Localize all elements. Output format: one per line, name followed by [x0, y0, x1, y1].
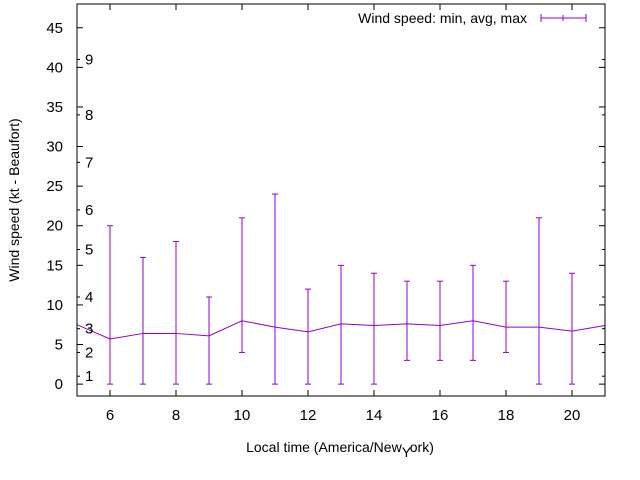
y-tick-label: 20: [46, 218, 63, 235]
beaufort-label: 8: [85, 107, 93, 124]
x-tick-label: 6: [106, 407, 114, 424]
x-tick-label: 18: [498, 407, 515, 424]
x-axis-title-part-3: ork): [410, 439, 434, 455]
beaufort-label: 2: [85, 344, 93, 361]
x-tick-label: 14: [366, 407, 383, 424]
beaufort-label: 6: [85, 202, 93, 219]
legend: Wind speed: min, avg, max: [358, 10, 587, 26]
x-tick-label: 10: [234, 407, 251, 424]
beaufort-label: 9: [85, 51, 93, 68]
y-tick-label: 5: [55, 337, 63, 354]
x-axis-title-part-1: Local time (America/New: [246, 439, 402, 455]
y-tick-label: 25: [46, 178, 63, 195]
y-tick-label: 15: [46, 257, 63, 274]
y-axis-title: Wind speed (kt - Beaufort): [6, 118, 22, 281]
beaufort-label: 1: [85, 368, 93, 385]
plot-frame: [76, 3, 606, 397]
series-layer: [76, 193, 606, 385]
beaufort-label: 7: [85, 154, 93, 171]
y-tick-label: 0: [55, 376, 63, 393]
x-tick-label: 20: [564, 407, 581, 424]
x-tick-label: 8: [172, 407, 180, 424]
beaufort-label: 3: [85, 321, 93, 338]
beaufort-label: 4: [85, 289, 93, 306]
x-tick-label: 12: [300, 407, 317, 424]
y-tick-label: 35: [46, 99, 63, 116]
x-tick-label: 16: [432, 407, 449, 424]
y-tick-label: 30: [46, 139, 63, 156]
y-tick-label: 45: [46, 20, 63, 37]
axis-ticks: [77, 4, 605, 396]
avg-line-series-0: [76, 320, 606, 340]
beaufort-label: 5: [85, 241, 93, 258]
legend-label: Wind speed: min, avg, max: [358, 10, 527, 26]
y-tick-label: 10: [46, 297, 63, 314]
y-tick-label: 40: [46, 59, 63, 76]
x-axis-title: Local time (America/NewYork): [246, 439, 434, 460]
x-axis-title-part-2: Y: [402, 444, 412, 460]
